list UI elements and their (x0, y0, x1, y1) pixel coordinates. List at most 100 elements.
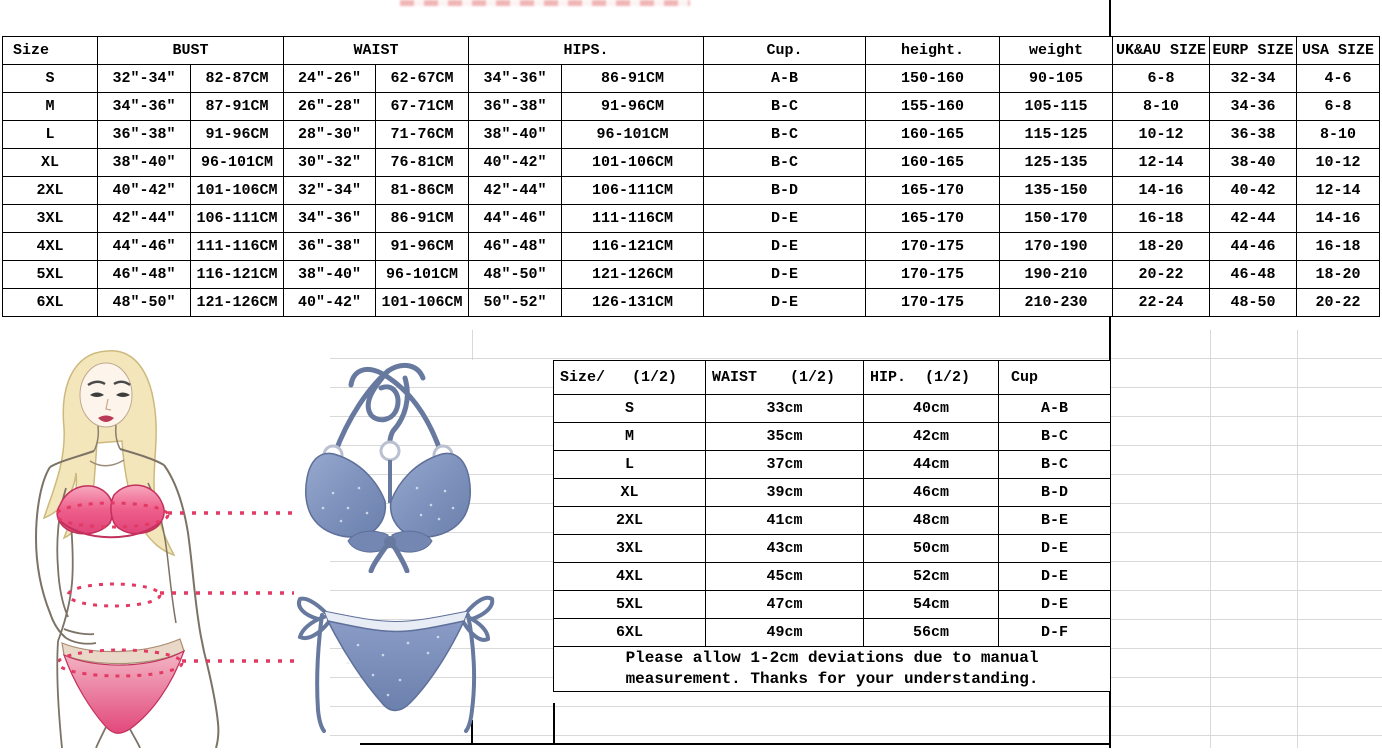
size-fraction: (1/2) (631, 369, 677, 386)
table-cell: 87-91CM (189, 92, 285, 121)
table-cell: 56cm (863, 618, 999, 647)
size-label: Size/ (560, 369, 606, 386)
table-cell: 16-18 (1296, 232, 1381, 261)
table-cell: 44cm (863, 450, 999, 479)
table-cell: B-C (703, 92, 867, 121)
bikini-top-illustration (293, 343, 483, 574)
table-cell: 90-105 (999, 64, 1114, 93)
table-cell: 190-210 (999, 260, 1114, 289)
table-cell: 121-126CM (561, 260, 705, 289)
table-cell: 50cm (863, 534, 999, 563)
table-cell: 42-44 (1209, 204, 1298, 233)
table-cell: 54cm (863, 590, 999, 619)
bust-measure-ellipse (54, 501, 170, 529)
table-cell: 3XL (2, 204, 98, 233)
table-cell: 125-135 (999, 148, 1114, 177)
main-table-header-row: Size BUST WAIST HIPS. Cup. height. weigh… (2, 36, 1381, 65)
table-cell: 71-76CM (375, 120, 470, 149)
table-cell: 116-121CM (189, 260, 285, 289)
table-cell: 38″-40″ (283, 260, 377, 289)
table-cell: 38″-40″ (468, 120, 563, 149)
table-cell: 170-175 (865, 288, 1001, 317)
table-cell: 18-20 (1112, 232, 1211, 261)
half-measure-table: Size/ (1/2) WAIST (1/2) HIP. (1/2) Cup S… (553, 360, 1111, 692)
table-cell: 26″-28″ (283, 92, 377, 121)
table-cell: XL (2, 148, 98, 177)
table-cell: 45cm (705, 562, 864, 591)
table-cell: 36-38 (1209, 120, 1298, 149)
table-row: L 37cm 44cm B-C (553, 450, 1111, 479)
col-header-waist: WAIST (283, 36, 470, 65)
table-cell: 91-96CM (189, 120, 285, 149)
table-cell: B-D (703, 176, 867, 205)
table-cell: A-B (998, 394, 1111, 423)
table-cell: 40cm (863, 394, 999, 423)
table-row: M 34″-36″ 87-91CM 26″-28″ 67-71CM 36″-38″ 91-9… (2, 92, 1381, 121)
table-cell: 96-101CM (189, 148, 285, 177)
table-cell: 210-230 (999, 288, 1114, 317)
woman-sketch-image (2, 333, 302, 749)
measurement-figure-illustration (2, 333, 302, 749)
table-cell: 67-71CM (375, 92, 470, 121)
table-cell: 42″-44″ (468, 176, 563, 205)
table-cell: 155-160 (865, 92, 1001, 121)
table-cell: S (553, 394, 706, 423)
table-cell: 48″-50″ (97, 288, 191, 317)
table-cell: 24″-26″ (283, 64, 377, 93)
table-cell: 41cm (705, 506, 864, 535)
col-header-hips: HIPS. (468, 36, 705, 65)
table-cell: M (2, 92, 98, 121)
table-cell: 115-125 (999, 120, 1114, 149)
table-cell: D-E (703, 260, 867, 289)
table-cell: 52cm (863, 562, 999, 591)
table-cell: 4XL (553, 562, 706, 591)
col-header-weight: weight (999, 36, 1114, 65)
hip-measure-ellipse (56, 648, 184, 678)
table-cell: 48″-50″ (468, 260, 563, 289)
table-cell: D-E (703, 288, 867, 317)
main-table-body: S 32″-34″ 82-87CM 24″-26″ 62-67CM 34″-36″ 86-9… (2, 64, 1381, 317)
table-cell: 34″-36″ (97, 92, 191, 121)
table-cell: 43cm (705, 534, 864, 563)
table-cell: 44″-46″ (97, 232, 191, 261)
waist-label: WAIST (712, 369, 758, 386)
table-cell: 40″-42″ (468, 148, 563, 177)
table-cell: A-B (703, 64, 867, 93)
cropped-red-title (400, 0, 690, 6)
table-row: S 32″-34″ 82-87CM 24″-26″ 62-67CM 34″-36″ 86-9… (2, 64, 1381, 93)
table-cell: 96-101CM (375, 260, 470, 289)
table-cell: D-E (703, 204, 867, 233)
table-cell: 10-12 (1296, 148, 1381, 177)
table-cell: 6-8 (1296, 92, 1381, 121)
table-cell: 86-91CM (375, 204, 470, 233)
table-cell: 35cm (705, 422, 864, 451)
table-cell: D-E (998, 562, 1111, 591)
table-cell: L (553, 450, 706, 479)
sheet-border-stub (553, 703, 555, 745)
table-cell: 50″-52″ (468, 288, 563, 317)
col-header-cup: Cup. (703, 36, 867, 65)
hip-fraction: (1/2) (924, 369, 970, 386)
waist-measure-ellipse (66, 582, 162, 608)
spreadsheet-gridline-v (1297, 330, 1298, 748)
col-header-waist-half: WAIST (1/2) (705, 360, 864, 395)
table-cell: 76-81CM (375, 148, 470, 177)
table-cell: 48cm (863, 506, 999, 535)
table-cell: 4XL (2, 232, 98, 261)
table-cell: 96-101CM (561, 120, 705, 149)
table-cell: 30″-32″ (283, 148, 377, 177)
table-cell: 44-46 (1209, 232, 1298, 261)
table-row: 2XL 40″-42″ 101-106CM 32″-34″ 81-86CM 42″-44″… (2, 176, 1381, 205)
table-cell: B-C (998, 422, 1111, 451)
table-cell: 111-116CM (189, 232, 285, 261)
table-cell: 39cm (705, 478, 864, 507)
table-cell: 165-170 (865, 204, 1001, 233)
table-cell: D-E (703, 232, 867, 261)
bikini-bottom-image (297, 595, 495, 733)
table-cell: 150-160 (865, 64, 1001, 93)
table-cell: L (2, 120, 98, 149)
table-cell: 32-34 (1209, 64, 1298, 93)
table-cell: 36″-38″ (283, 232, 377, 261)
waist-fraction: (1/2) (789, 369, 835, 386)
